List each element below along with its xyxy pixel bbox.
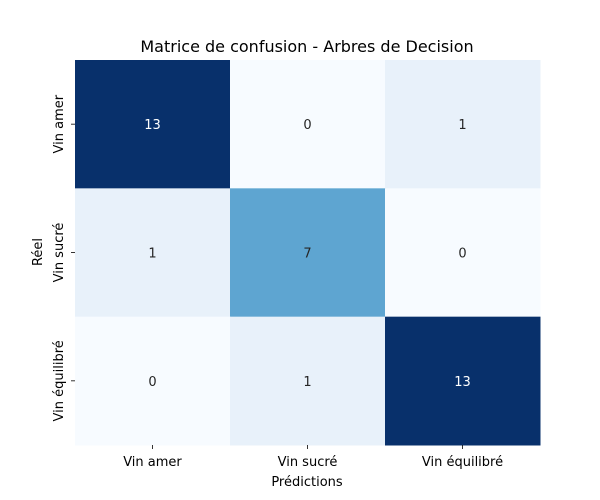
x-axis-label: Prédictions: [271, 475, 343, 490]
x-axis-ticks: Vin amer Vin sucré Vin équilibré: [123, 445, 503, 470]
heatmap-cell: [385, 60, 541, 189]
heatmap-value-label: 1: [303, 375, 311, 390]
x-tick-label: Vin amer: [123, 455, 182, 470]
heatmap-cell: [385, 188, 541, 318]
y-axis-label: Réel: [31, 238, 46, 266]
heatmap-cell: [75, 60, 231, 189]
x-tick-label: Vin sucré: [278, 455, 338, 470]
heatmap-cell: [230, 316, 386, 446]
heatmap-value-label: 13: [454, 375, 471, 390]
heatmap-value-label: 1: [148, 247, 156, 262]
y-tick-label: Vin équilibré: [52, 340, 67, 421]
heatmap-cell: [230, 60, 386, 189]
y-axis-ticks: Vin amer Vin sucré Vin équilibré: [52, 94, 75, 421]
heatmap-cell: [75, 188, 231, 318]
heatmap-value-label: 13: [144, 118, 161, 133]
heatmap-value-labels: 13 0 1 1 7 0 0 1 13: [144, 118, 471, 390]
heatmap-cell: [230, 188, 386, 318]
heatmap-value-label: 0: [303, 118, 311, 133]
y-tick-label: Vin amer: [52, 94, 67, 153]
x-tick-label: Vin équilibré: [422, 455, 503, 470]
heatmap-value-label: 0: [458, 247, 466, 262]
heatmap-cells: [75, 60, 541, 446]
chart-title: Matrice de confusion - Arbres de Decisio…: [140, 37, 473, 56]
heatmap-value-label: 7: [303, 247, 311, 262]
y-tick-label: Vin sucré: [52, 223, 67, 283]
heatmap-cell: [385, 316, 541, 446]
heatmap-value-label: 1: [458, 118, 466, 133]
heatmap-cell: [75, 316, 231, 446]
heatmap-value-label: 0: [148, 375, 156, 390]
